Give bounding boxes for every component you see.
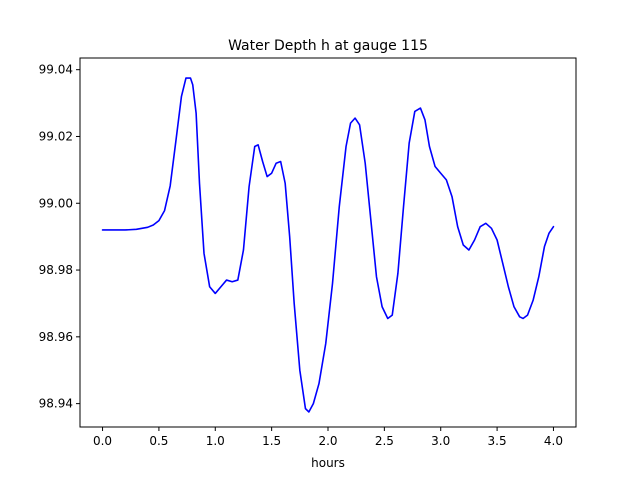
- x-tick-label: 0.5: [149, 434, 168, 448]
- y-tick-label: 98.94: [39, 397, 73, 411]
- x-tick-label: 0.0: [93, 434, 112, 448]
- x-tick-label: 2.5: [375, 434, 394, 448]
- y-tick-label: 99.00: [39, 196, 73, 210]
- plot-area: 0.0 0.5 1.0 1.5 2.0 2.5 3.0 3.5 4.0 98.94 98.96 98.…: [39, 57, 577, 448]
- y-tick-label: 98.98: [39, 263, 73, 277]
- x-tick-label: 2.0: [318, 434, 337, 448]
- x-tick-label: 4.0: [544, 434, 563, 448]
- x-tick-label: 1.5: [262, 434, 281, 448]
- y-tick-label: 98.96: [39, 330, 73, 344]
- x-tick-label: 3.0: [431, 434, 450, 448]
- chart-title: Water Depth h at gauge 115: [228, 38, 428, 54]
- series-line-0: [101, 77, 555, 413]
- x-axis-label: hours: [311, 456, 345, 470]
- x-tick-label: 3.5: [488, 434, 507, 448]
- y-tick-label: 99.04: [39, 63, 73, 77]
- x-tick-label: 1.0: [206, 434, 225, 448]
- y-tick-label: 99.02: [39, 129, 73, 143]
